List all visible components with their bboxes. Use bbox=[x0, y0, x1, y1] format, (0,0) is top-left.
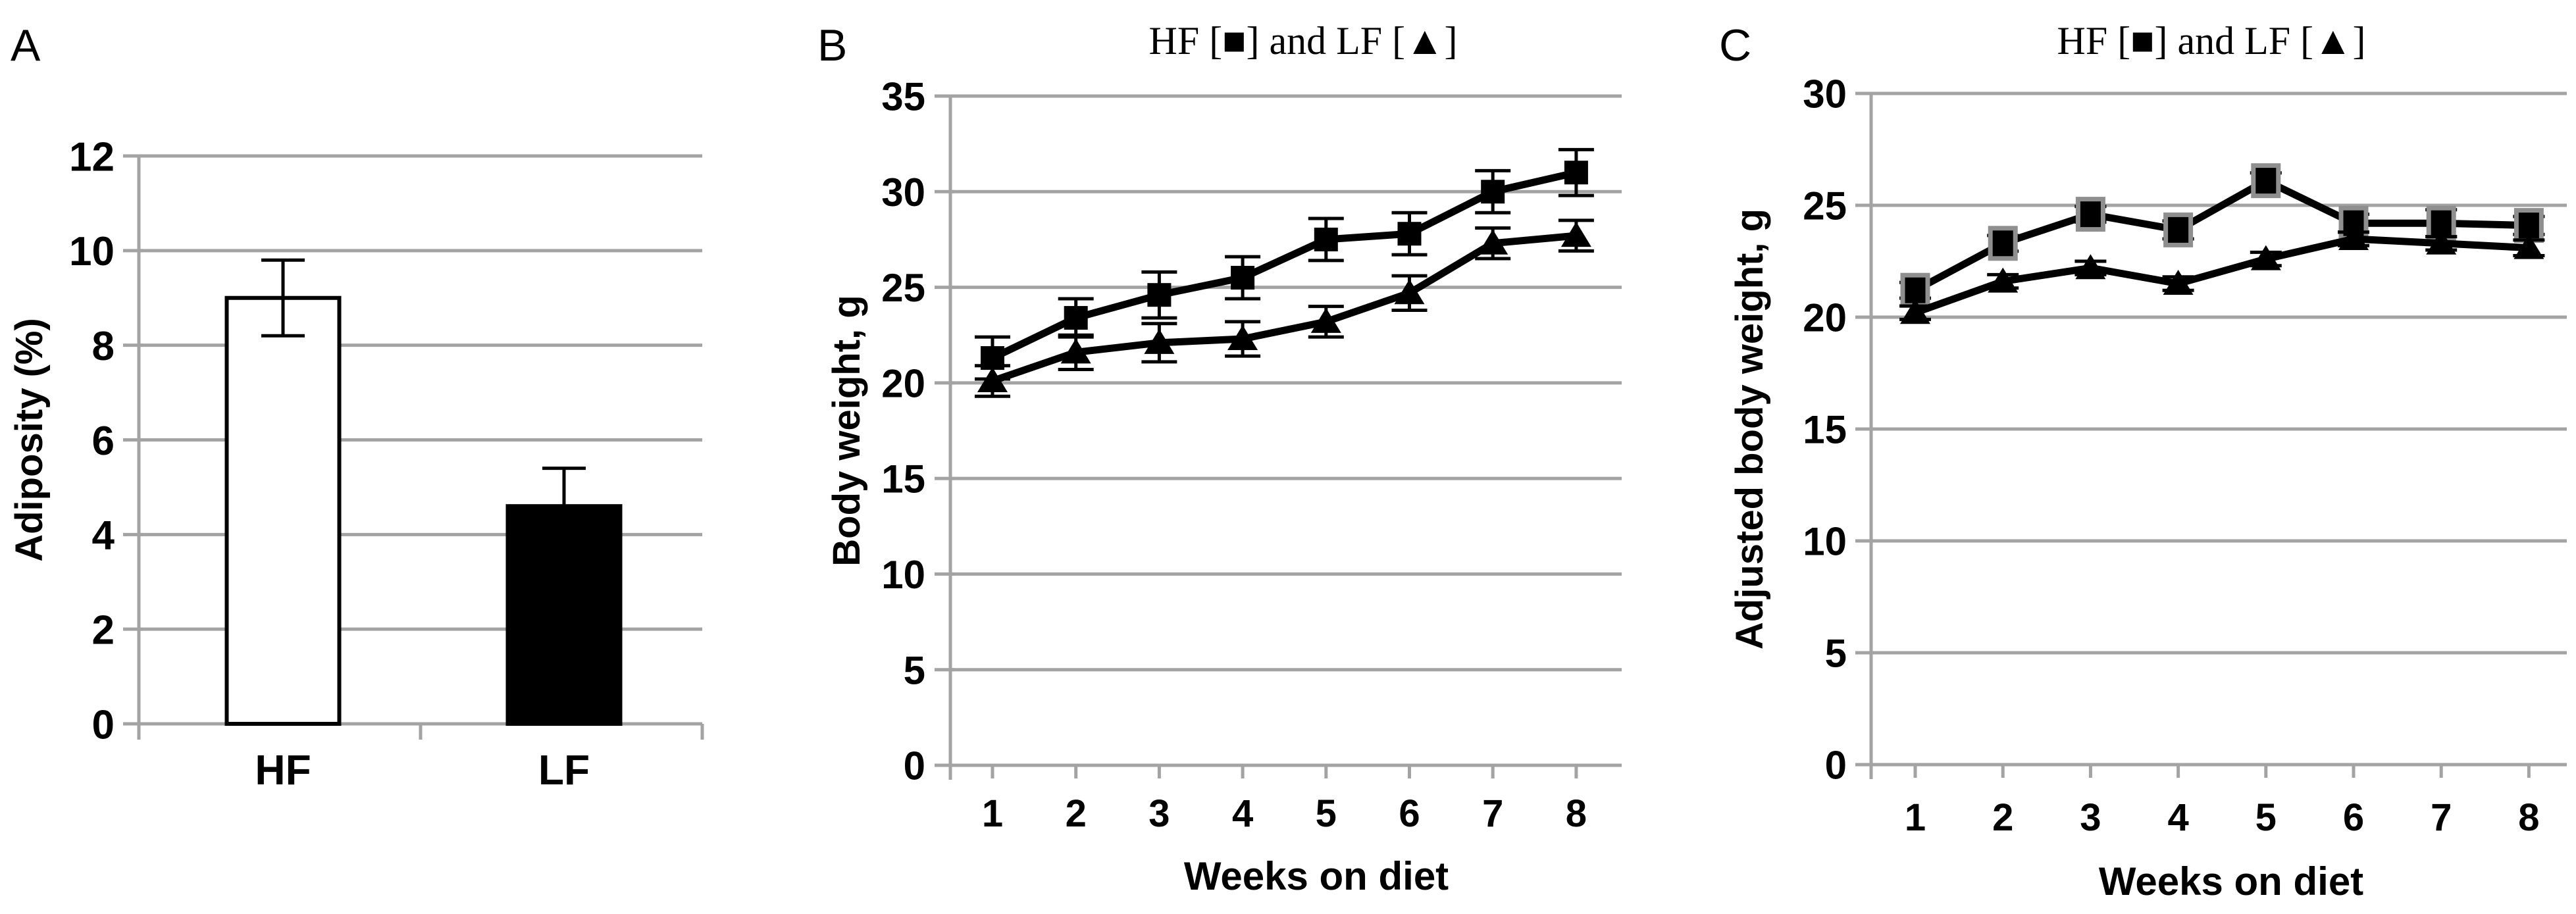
y-tick-label: 5 bbox=[1825, 632, 1847, 676]
data-point-triangle-lf-icon bbox=[1900, 299, 1930, 324]
data-point-triangle-lf-icon bbox=[2426, 229, 2457, 255]
series-hf bbox=[975, 147, 1594, 381]
x-tick-label: 6 bbox=[2343, 796, 2364, 839]
data-point-triangle-lf-icon bbox=[1227, 325, 1258, 351]
data-point-square-hf-icon bbox=[1064, 306, 1088, 330]
series-line-lf bbox=[1914, 235, 2529, 317]
y-axis-title: Adiposity (%) bbox=[8, 318, 51, 562]
chart-title: HF [■] and LF [▲] bbox=[1149, 19, 1458, 63]
data-point-triangle-lf-icon bbox=[1060, 338, 1091, 364]
y-tick-label: 20 bbox=[1803, 296, 1847, 340]
x-tick-label: 7 bbox=[1482, 792, 1503, 835]
y-tick-label: 15 bbox=[1803, 408, 1847, 452]
y-tick-label: 4 bbox=[92, 513, 115, 559]
data-point-triangle-lf-icon bbox=[2338, 225, 2369, 250]
x-axis-title: Weeks on diet bbox=[1184, 854, 1449, 898]
panel-letter: A bbox=[11, 20, 41, 70]
series-hf bbox=[1899, 163, 2545, 308]
data-point-triangle-lf-icon bbox=[1988, 267, 2019, 293]
series-line-hf bbox=[991, 168, 1578, 362]
series-line-lf bbox=[991, 232, 1577, 385]
x-tick-label: 3 bbox=[2080, 796, 2101, 839]
y-tick-label: 0 bbox=[92, 702, 115, 748]
data-point-triangle-lf-icon bbox=[2163, 270, 2194, 295]
data-point-triangle-lf-icon bbox=[1560, 222, 1591, 247]
category-label-hf: HF bbox=[255, 746, 311, 794]
panel-letter: B bbox=[817, 20, 847, 70]
panel-letter: C bbox=[1719, 20, 1751, 70]
y-tick-label: 25 bbox=[1803, 184, 1847, 228]
data-point-triangle-lf-icon bbox=[1144, 328, 1175, 354]
y-axis-title: Adjusted body weight, g bbox=[1728, 209, 1771, 649]
y-tick-label: 8 bbox=[92, 324, 115, 369]
x-tick-label: 5 bbox=[2255, 796, 2277, 839]
x-tick-label: 8 bbox=[2518, 796, 2539, 839]
category-label-lf: LF bbox=[538, 746, 590, 794]
y-tick-label: 0 bbox=[904, 744, 925, 788]
data-point-square-hf-icon bbox=[1147, 283, 1172, 307]
y-tick-label: 15 bbox=[881, 457, 925, 501]
error-bar bbox=[261, 258, 305, 338]
series-lf bbox=[975, 218, 1594, 398]
y-tick-label: 10 bbox=[881, 553, 925, 597]
panel-a: 0 2 4 6 8 10 12 Adiposity (%) A HF LF bbox=[8, 20, 704, 794]
x-tick-label: 7 bbox=[2431, 796, 2452, 839]
y-tick-label: 5 bbox=[904, 648, 925, 692]
y-tick-label: 2 bbox=[92, 607, 115, 653]
x-tick-label: 1 bbox=[1905, 796, 1926, 839]
data-point-triangle-lf-icon bbox=[1478, 229, 1508, 255]
chart-title: HF [■] and LF [▲] bbox=[2057, 19, 2366, 63]
data-point-square-hf-icon bbox=[1314, 227, 1338, 251]
y-tick-label: 25 bbox=[881, 266, 925, 310]
x-axis-title: Weeks on diet bbox=[2099, 859, 2363, 903]
data-point-triangle-lf-icon bbox=[2513, 234, 2544, 259]
data-point-triangle-lf-icon bbox=[2075, 254, 2106, 280]
x-tick-label: 6 bbox=[1399, 792, 1420, 835]
y-tick-label: 20 bbox=[881, 361, 925, 405]
error-bar bbox=[542, 467, 586, 546]
y-tick-label: 6 bbox=[92, 419, 115, 464]
series-lf bbox=[1899, 225, 2545, 324]
y-tick-label: 30 bbox=[881, 170, 925, 215]
x-tick-label: 3 bbox=[1148, 792, 1170, 835]
x-tick-label: 2 bbox=[1066, 792, 1087, 835]
y-axis-title: Body weight, g bbox=[825, 295, 868, 566]
data-point-triangle-lf-icon bbox=[977, 367, 1008, 392]
data-point-square-hf-icon bbox=[2075, 197, 2105, 232]
x-tick-label: 2 bbox=[1992, 796, 2013, 839]
data-point-triangle-lf-icon bbox=[1394, 279, 1425, 305]
data-point-square-hf-icon bbox=[1564, 161, 1588, 185]
data-point-square-hf-icon bbox=[1988, 226, 2018, 261]
x-tick-label: 8 bbox=[1566, 792, 1587, 835]
y-tick-label: 10 bbox=[69, 229, 115, 274]
data-point-square-hf-icon bbox=[2251, 163, 2281, 199]
x-tick-label: 4 bbox=[1232, 792, 1253, 835]
data-point-square-hf-icon bbox=[1397, 222, 1422, 246]
y-tick-label: 12 bbox=[69, 134, 115, 180]
data-point-triangle-lf-icon bbox=[1310, 307, 1341, 333]
data-point-square-hf-icon bbox=[2163, 212, 2194, 247]
data-point-square-hf-icon bbox=[1231, 266, 1255, 290]
data-point-square-hf-icon bbox=[1481, 180, 1505, 204]
y-tick-label: 30 bbox=[1803, 72, 1847, 116]
x-tick-label: 5 bbox=[1316, 792, 1337, 835]
y-tick-label: 35 bbox=[881, 75, 925, 119]
x-tick-label: 1 bbox=[982, 792, 1003, 835]
bar-hf bbox=[224, 295, 342, 726]
y-tick-label: 10 bbox=[1803, 520, 1847, 564]
x-tick-label: 4 bbox=[2167, 796, 2188, 839]
y-tick-label: 0 bbox=[1825, 744, 1847, 788]
data-point-triangle-lf-icon bbox=[2250, 245, 2281, 270]
